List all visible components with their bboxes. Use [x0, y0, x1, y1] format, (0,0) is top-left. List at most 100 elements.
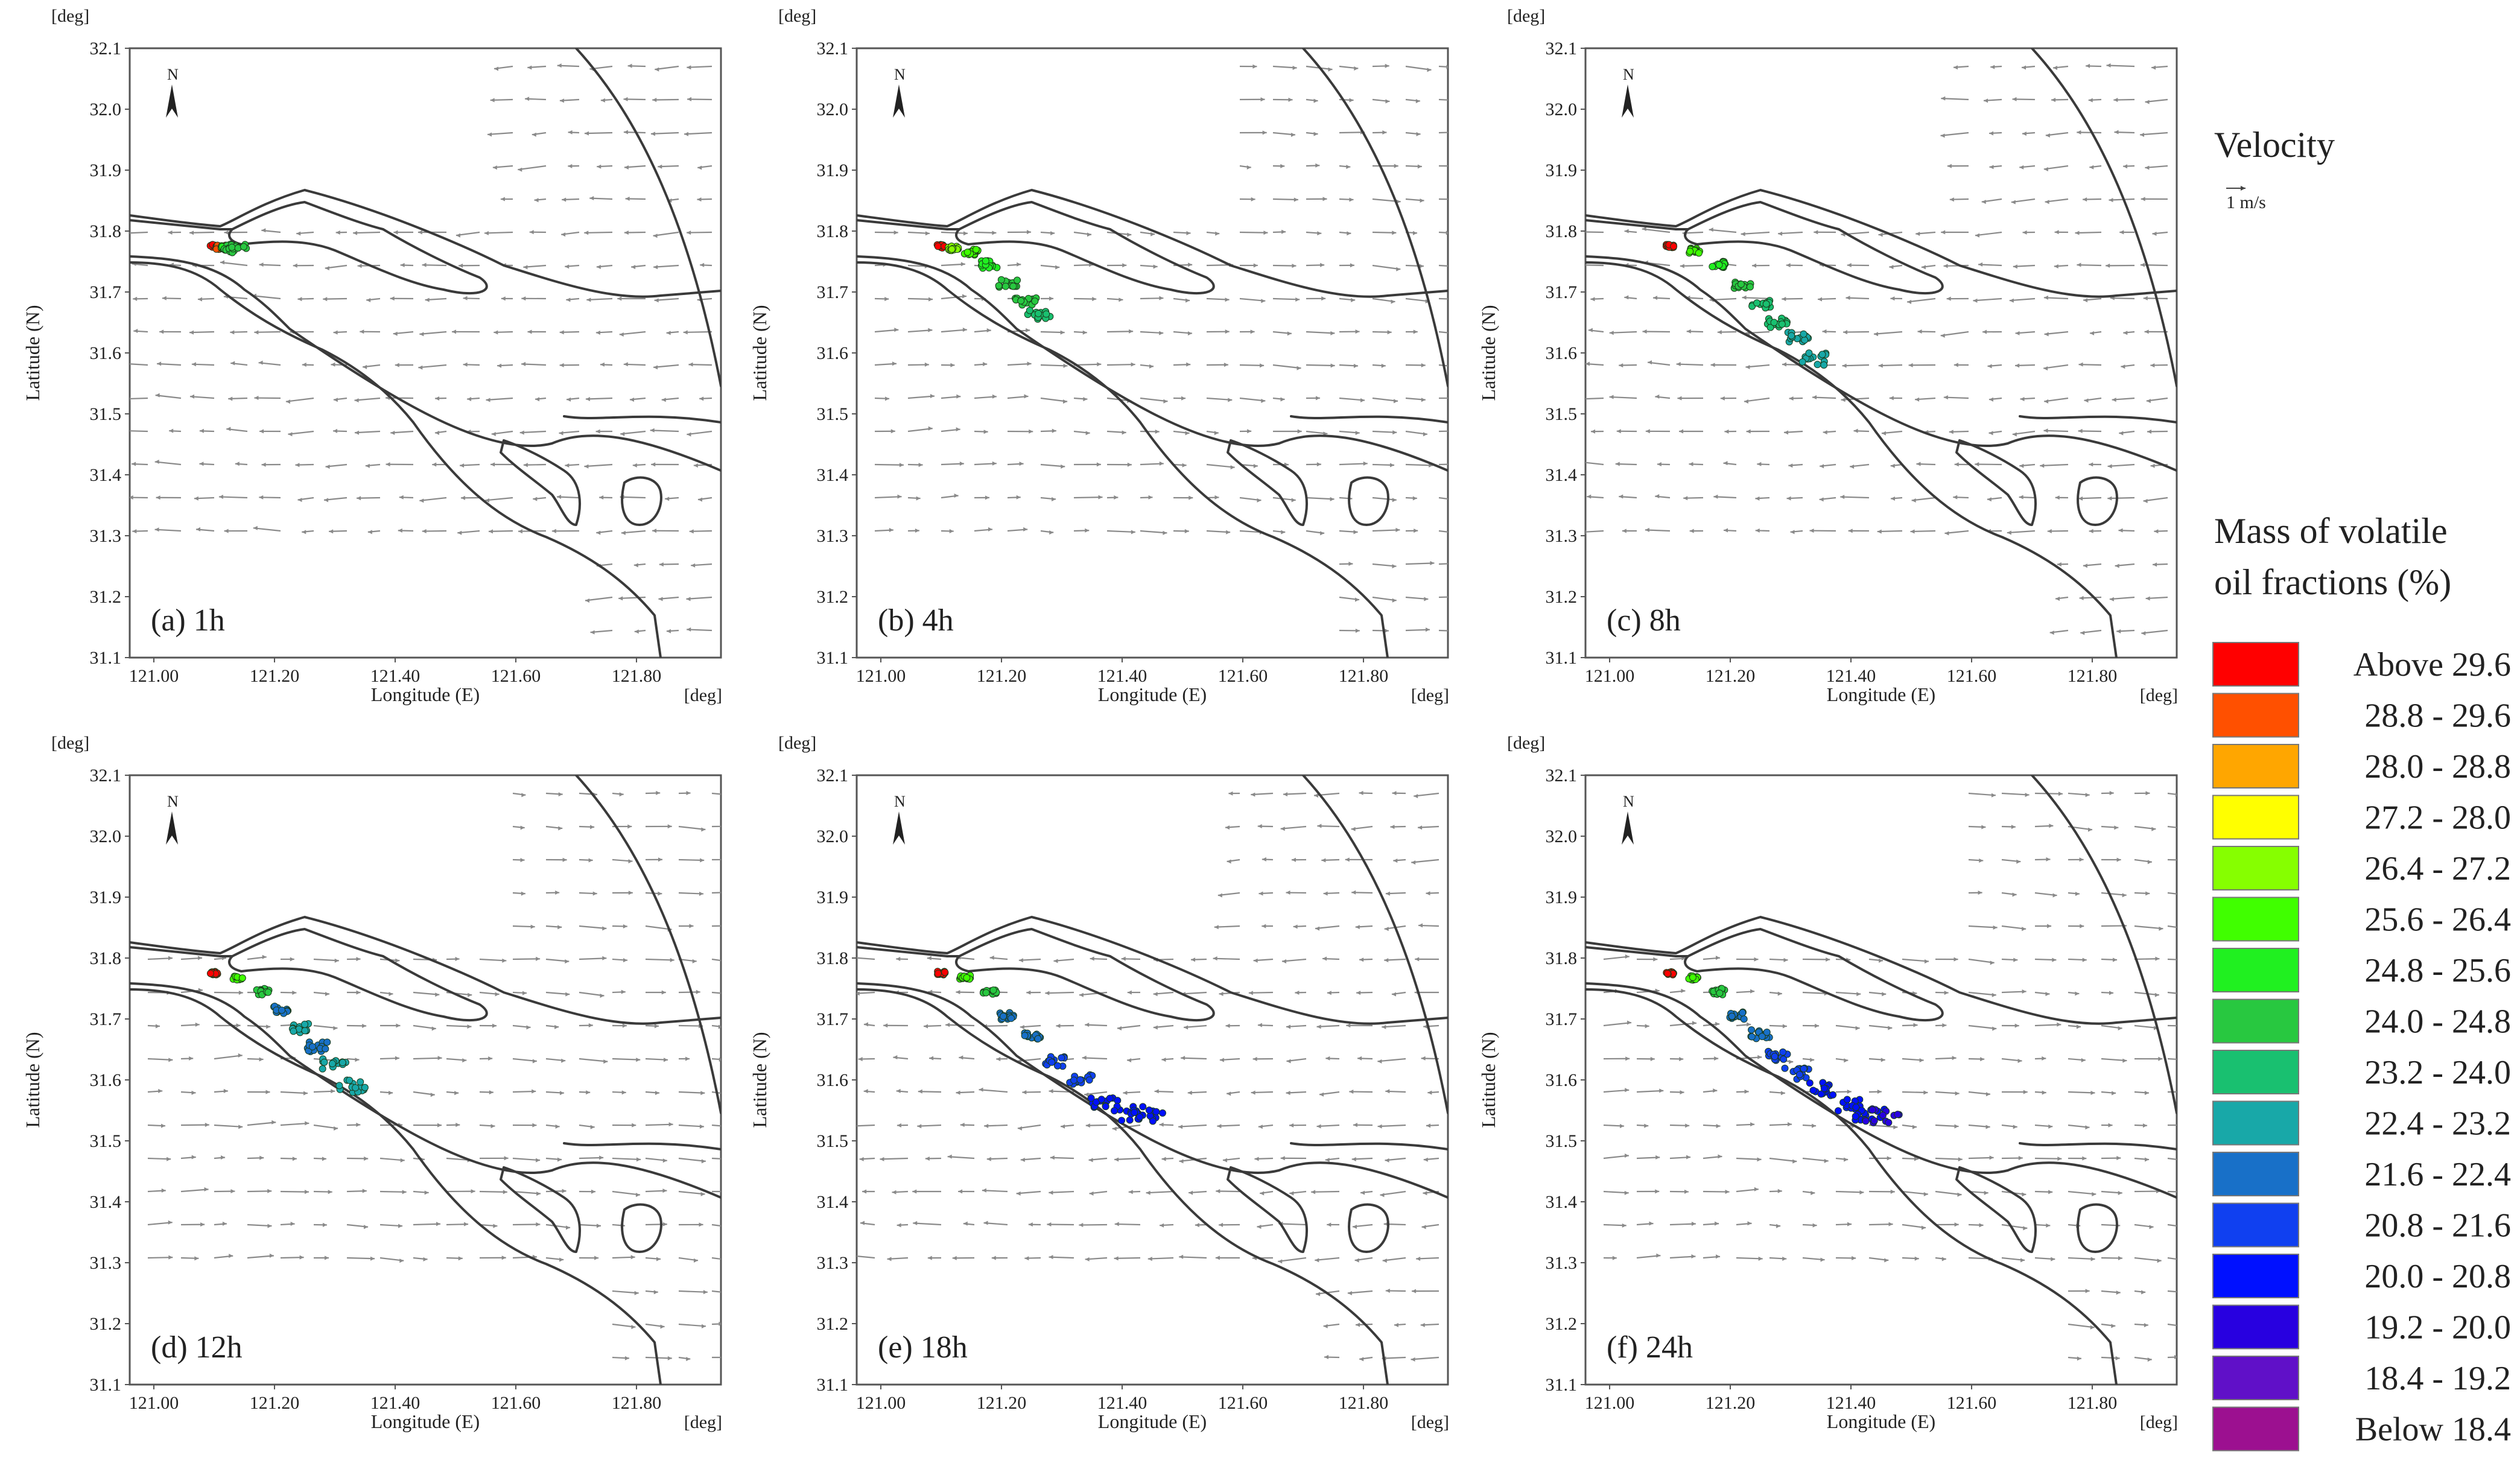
velocity-arrowhead: [1181, 1056, 1185, 1061]
velocity-arrowhead: [521, 891, 525, 896]
velocity-arrowhead: [222, 1221, 227, 1226]
velocity-arrowhead: [1029, 429, 1033, 434]
velocity-arrowhead: [590, 630, 595, 635]
velocity-arrowhead: [1286, 1091, 1290, 1096]
velocity-arrowhead: [1992, 992, 1996, 997]
velocity-arrowhead: [1186, 362, 1191, 367]
x-tick-label: 121.60: [1218, 666, 1268, 686]
velocity-arrowhead: [224, 230, 229, 235]
velocity-arrow: [2001, 1223, 2028, 1229]
velocity-arrowhead: [2188, 1325, 2192, 1330]
velocity-arrowhead: [367, 530, 372, 535]
velocity-arrowhead: [1954, 1222, 1959, 1227]
velocity-arrowhead: [2083, 298, 2088, 303]
velocity-arrow: [1079, 991, 1108, 996]
velocity-arrowhead: [1644, 1123, 1649, 1128]
velocity-arrowhead: [191, 1155, 196, 1160]
velocity-arrowhead: [1027, 361, 1032, 366]
velocity-arrowhead: [591, 1189, 596, 1194]
velocity-arrowhead: [2042, 1090, 2046, 1095]
velocity-arrow: [1940, 132, 1969, 136]
velocity-arrow: [1741, 231, 1770, 235]
velocity-arrowhead: [1616, 429, 1621, 434]
north-arrow-shape: [1622, 84, 1634, 118]
velocity-arrowhead: [1290, 132, 1295, 137]
velocity-arrowhead: [1751, 263, 1756, 268]
velocity-arrowhead: [667, 824, 672, 829]
velocity-arrowhead: [635, 1193, 640, 1198]
velocity-arrowhead: [484, 498, 489, 503]
y-tick-label: 32.0: [90, 100, 122, 119]
velocity-arrow: [1372, 397, 1398, 402]
velocity-arrow: [684, 132, 713, 135]
coastline-path: [1684, 928, 1944, 1022]
velocity-arrowhead: [230, 361, 235, 366]
spill-particle: [238, 974, 246, 982]
velocity-arrowhead: [559, 1257, 564, 1262]
velocity-arrow: [220, 261, 248, 267]
velocity-arrowhead: [1214, 925, 1219, 930]
velocity-arrowhead: [168, 230, 173, 235]
spill-particle: [1781, 1064, 1789, 1072]
velocity-arrowhead: [299, 1255, 304, 1260]
velocity-arrowhead: [557, 63, 562, 68]
velocity-arrowhead: [1291, 498, 1296, 503]
velocity-arrowhead: [1127, 232, 1132, 237]
velocity-arrowhead: [2140, 132, 2145, 137]
x-unit: [deg]: [1411, 1412, 1449, 1432]
velocity-arrowhead: [2051, 1257, 2055, 1261]
x-tick-label: 121.40: [1097, 1393, 1147, 1413]
velocity-arrowhead: [2077, 130, 2081, 135]
velocity-arrowhead: [863, 1022, 868, 1027]
velocity-arrowhead: [1163, 530, 1167, 535]
spill-particle: [1031, 297, 1039, 305]
velocity-arrow: [1840, 496, 1870, 499]
velocity-arrowhead: [1281, 959, 1286, 963]
velocity-arrowhead: [617, 296, 622, 301]
velocity-arrowhead: [1650, 1056, 1655, 1061]
x-tick-label: 121.20: [977, 666, 1027, 686]
velocity-arrowhead: [1691, 1221, 1696, 1226]
y-tick-label: 31.2: [817, 587, 849, 607]
spill-particle: [934, 243, 942, 250]
velocity-arrowhead: [1454, 264, 1458, 268]
velocity-arrowhead: [194, 1256, 199, 1261]
velocity-arrowhead: [1252, 1056, 1257, 1061]
velocity-arrowhead: [2114, 130, 2119, 135]
velocity-arrowhead: [1289, 1123, 1294, 1128]
velocity-arrow: [857, 1255, 875, 1259]
y-axis-title: Latitude (N): [749, 1032, 770, 1128]
velocity-arrowhead: [1980, 1057, 1985, 1062]
map-frame: [855, 774, 1449, 1386]
velocity-arrowhead: [956, 1090, 960, 1095]
velocity-arrowhead: [1394, 1322, 1398, 1327]
legend-label: 25.6 - 26.4: [2364, 901, 2511, 939]
velocity-arrowhead: [656, 1257, 661, 1261]
spill-particle: [1870, 1117, 1878, 1125]
velocity-arrowhead: [2115, 563, 2119, 568]
velocity-arrowhead: [230, 330, 235, 335]
velocity-arrow: [252, 295, 281, 300]
coastline-path: [500, 1166, 581, 1253]
coastline-path: [130, 261, 662, 658]
velocity-arrowhead: [600, 993, 605, 998]
velocity-arrowhead: [1454, 297, 1458, 302]
velocity-arrowhead: [290, 957, 294, 962]
velocity-arrowhead: [521, 793, 526, 798]
velocity-arrowhead: [1188, 262, 1193, 267]
velocity-arrowhead: [2052, 893, 2057, 898]
velocity-arrowhead: [603, 1059, 608, 1064]
velocity-arrow: [154, 528, 182, 532]
velocity-arrowhead: [1184, 1025, 1189, 1030]
velocity-arrowhead: [1622, 1223, 1627, 1228]
velocity-arrowhead: [2046, 857, 2051, 862]
velocity-arrowhead: [132, 462, 136, 466]
velocity-arrow: [2109, 198, 2135, 201]
velocity-arrowhead: [398, 528, 402, 533]
velocity-arrowhead: [488, 529, 493, 534]
velocity-arrowhead: [2022, 927, 2026, 931]
velocity-arrowhead: [734, 1190, 738, 1194]
velocity-arrowhead: [204, 1187, 209, 1192]
velocity-arrow: [1609, 396, 1637, 399]
velocity-arrowhead: [625, 196, 630, 201]
